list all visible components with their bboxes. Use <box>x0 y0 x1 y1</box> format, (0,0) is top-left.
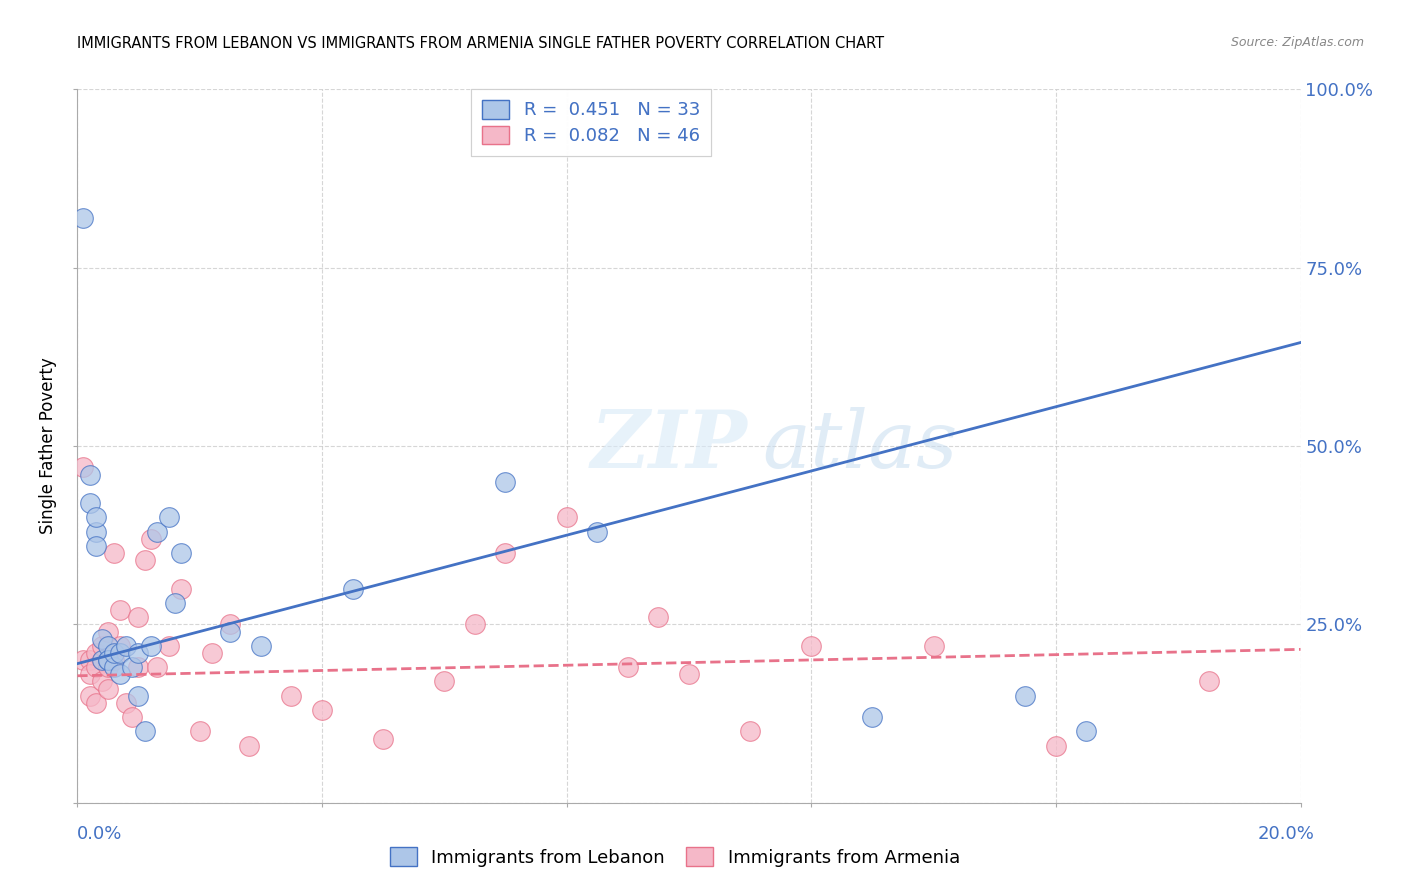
Point <box>495 546 517 560</box>
Point <box>103 660 125 674</box>
Point <box>79 667 101 681</box>
Point <box>90 674 112 689</box>
Point <box>219 617 242 632</box>
Point <box>115 696 138 710</box>
Point <box>84 646 107 660</box>
Point <box>139 532 162 546</box>
Point <box>250 639 273 653</box>
Point <box>433 674 456 689</box>
Point <box>72 460 94 475</box>
Point <box>108 639 131 653</box>
Point <box>79 653 101 667</box>
Point <box>128 646 150 660</box>
Point <box>103 546 125 560</box>
Point <box>146 660 169 674</box>
Point <box>84 510 107 524</box>
Point <box>79 496 101 510</box>
Point <box>103 653 125 667</box>
Point <box>495 475 517 489</box>
Legend: Immigrants from Lebanon, Immigrants from Armenia: Immigrants from Lebanon, Immigrants from… <box>382 840 967 874</box>
Point <box>97 660 120 674</box>
Point <box>342 582 364 596</box>
Point <box>128 689 150 703</box>
Point <box>1076 724 1098 739</box>
Point <box>201 646 224 660</box>
Point <box>84 539 107 553</box>
Point <box>121 710 143 724</box>
Point <box>922 639 945 653</box>
Point <box>170 582 193 596</box>
Point <box>219 624 242 639</box>
Point <box>238 739 260 753</box>
Point <box>90 653 112 667</box>
Point <box>555 510 578 524</box>
Text: atlas: atlas <box>762 408 957 484</box>
Legend: R =  0.451   N = 33, R =  0.082   N = 46: R = 0.451 N = 33, R = 0.082 N = 46 <box>471 89 711 156</box>
Point <box>108 667 131 681</box>
Point <box>165 596 187 610</box>
Point <box>157 639 180 653</box>
Point <box>84 524 107 539</box>
Point <box>90 632 112 646</box>
Point <box>188 724 211 739</box>
Point <box>84 660 107 674</box>
Point <box>97 681 120 696</box>
Text: Source: ZipAtlas.com: Source: ZipAtlas.com <box>1230 36 1364 49</box>
Point <box>311 703 333 717</box>
Y-axis label: Single Father Poverty: Single Father Poverty <box>39 358 58 534</box>
Point <box>108 603 131 617</box>
Point <box>647 610 669 624</box>
Point <box>72 653 94 667</box>
Point <box>586 524 609 539</box>
Point <box>678 667 700 681</box>
Text: ZIP: ZIP <box>591 408 748 484</box>
Point <box>1198 674 1220 689</box>
Point <box>1045 739 1067 753</box>
Point <box>90 639 112 653</box>
Point <box>121 660 143 674</box>
Point <box>134 553 156 567</box>
Point <box>79 467 101 482</box>
Point <box>115 639 138 653</box>
Point <box>97 639 120 653</box>
Point <box>800 639 823 653</box>
Point <box>90 653 112 667</box>
Point <box>157 510 180 524</box>
Point <box>740 724 762 739</box>
Point <box>146 524 169 539</box>
Point <box>97 624 120 639</box>
Point <box>108 646 131 660</box>
Point <box>72 211 94 225</box>
Text: 0.0%: 0.0% <box>77 825 122 843</box>
Point <box>1014 689 1036 703</box>
Text: IMMIGRANTS FROM LEBANON VS IMMIGRANTS FROM ARMENIA SINGLE FATHER POVERTY CORRELA: IMMIGRANTS FROM LEBANON VS IMMIGRANTS FR… <box>77 36 884 51</box>
Point <box>79 689 101 703</box>
Point <box>617 660 640 674</box>
Point <box>103 646 125 660</box>
Point <box>84 696 107 710</box>
Point <box>97 653 120 667</box>
Point <box>97 653 120 667</box>
Point <box>280 689 302 703</box>
Point <box>862 710 884 724</box>
Point <box>128 610 150 624</box>
Point <box>464 617 486 632</box>
Point <box>134 724 156 739</box>
Point <box>170 546 193 560</box>
Text: 20.0%: 20.0% <box>1258 825 1315 843</box>
Point <box>128 660 150 674</box>
Point <box>139 639 162 653</box>
Point <box>371 731 394 746</box>
